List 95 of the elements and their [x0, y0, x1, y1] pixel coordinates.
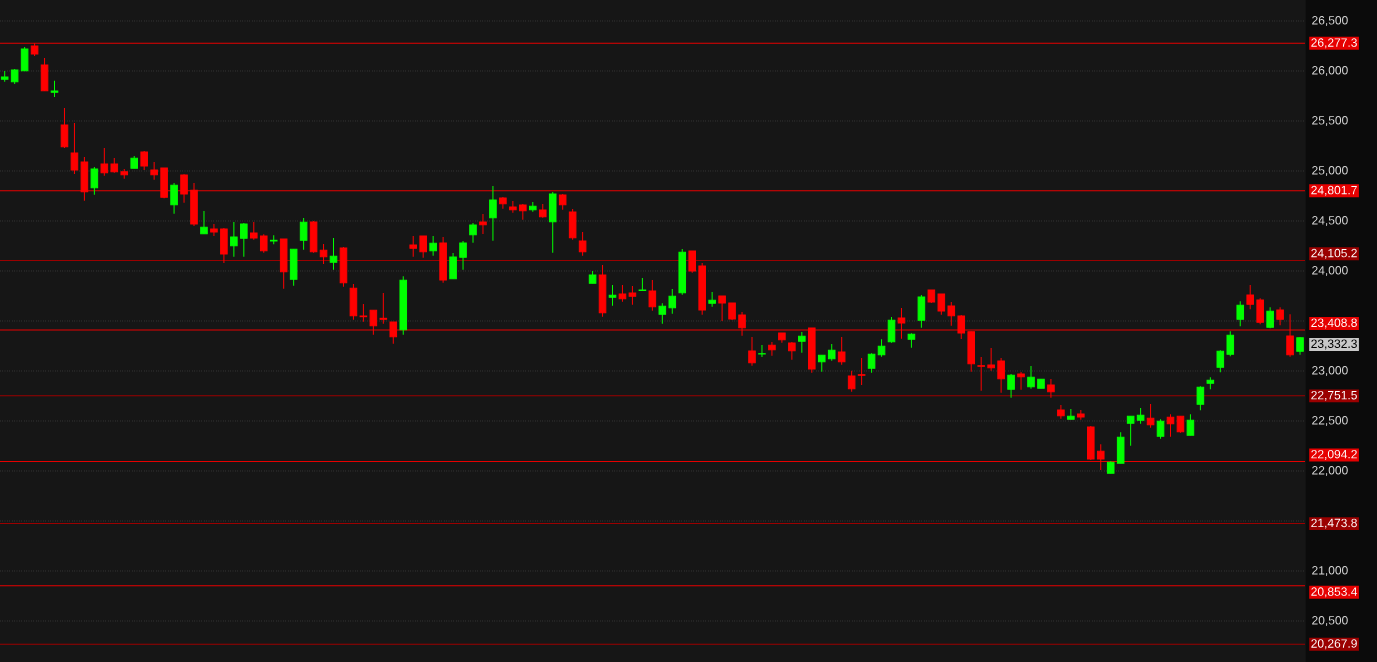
- candlestick: [509, 200, 517, 214]
- candlestick: [947, 301, 956, 327]
- ref-line-label: 22,094.2: [1311, 449, 1357, 460]
- candlestick: [240, 222, 248, 258]
- y-tick-label: 24,500: [1312, 216, 1348, 226]
- y-tick-label: 22,500: [1312, 416, 1348, 426]
- y-tick-label: 25,500: [1312, 116, 1348, 126]
- candlestick: [977, 356, 985, 392]
- candlestick: [887, 316, 896, 344]
- text: 23,332.3: [1311, 339, 1357, 350]
- candlestick: [857, 357, 866, 386]
- candlestick: [259, 233, 268, 254]
- candlestick: [1156, 418, 1165, 440]
- candlestick: [469, 222, 477, 244]
- candlestick: [1246, 284, 1254, 310]
- candlestick: [1017, 371, 1025, 391]
- candlestick: [230, 221, 238, 258]
- candlestick: [60, 107, 69, 149]
- candlestick: [299, 217, 308, 251]
- candlestick: [90, 166, 99, 196]
- candlestick: [638, 277, 647, 291]
- candlestick: [768, 341, 776, 357]
- candlestick: [578, 231, 587, 257]
- candlestick: [449, 252, 457, 280]
- candlestick: [419, 235, 427, 259]
- candlestick: [379, 292, 388, 325]
- candlestick: [409, 235, 417, 258]
- candlestick: [429, 235, 437, 257]
- ref-line-label: 20,267.9: [1311, 639, 1357, 650]
- candlestick: [658, 302, 667, 325]
- candlestick: [837, 336, 846, 366]
- candlestick: [997, 357, 1005, 394]
- candlestick: [867, 352, 876, 374]
- candlestick: [688, 250, 696, 274]
- candlestick: [748, 336, 756, 367]
- candlestick: [628, 285, 637, 306]
- y-tick-label: 25,000: [1312, 166, 1348, 176]
- y-tick-label: 26,000: [1312, 66, 1348, 76]
- candlestick: [738, 311, 746, 337]
- candlestick: [758, 344, 766, 358]
- candlestick: [788, 341, 796, 361]
- ref-line-label: 24,105.2: [1311, 248, 1357, 259]
- candlestick: [798, 331, 806, 354]
- candlestick: [459, 240, 467, 271]
- candlestick: [1186, 413, 1195, 436]
- candlestick: [150, 161, 158, 181]
- candlestick: [847, 370, 856, 393]
- candlestick: [489, 185, 497, 242]
- y-tick-label: 23,000: [1312, 366, 1348, 376]
- candlestick: [200, 210, 208, 235]
- candlestick: [1216, 349, 1225, 373]
- candlestick: [897, 307, 906, 340]
- candlestick: [479, 213, 487, 235]
- candlestick: [170, 182, 178, 215]
- ref-line-label: 21,473.8: [1311, 518, 1357, 529]
- y-tick-label: 21,000: [1312, 566, 1348, 576]
- ref-line-label: 20,853.4: [1311, 587, 1358, 598]
- candlestick: [70, 122, 79, 175]
- candlestick: [1096, 443, 1105, 471]
- candlestick: [708, 291, 716, 308]
- candlestick: [917, 294, 926, 329]
- candlestick: [1067, 408, 1075, 420]
- candlestick: [668, 288, 677, 315]
- candlestick: [210, 223, 218, 237]
- y-tick-label: 20,500: [1312, 616, 1348, 626]
- y-tick-label: 24,000: [1312, 266, 1348, 276]
- ref-line-label: 24,801.7: [1311, 185, 1357, 196]
- y-tick-label: 26,500: [1312, 16, 1348, 26]
- candlestick: [389, 321, 398, 345]
- candlestick: [1007, 373, 1015, 399]
- candlestick: [1057, 404, 1065, 420]
- candlestick: [100, 147, 109, 177]
- candlestick: [329, 237, 338, 271]
- ref-line-label: 23,408.8: [1311, 318, 1357, 329]
- candlestick: [987, 347, 995, 372]
- candlestick: [1047, 378, 1055, 399]
- candlestick: [648, 279, 657, 312]
- ref-line-label: 26,277.3: [1311, 38, 1357, 49]
- candlestick: [369, 309, 378, 336]
- candlestick: [957, 314, 966, 340]
- ref-line-label: 22,751.5: [1311, 390, 1357, 401]
- candlestick: [180, 173, 188, 204]
- candlestick: [1226, 330, 1235, 357]
- y-tick-label: 22,000: [1312, 466, 1348, 476]
- candlestick: [1196, 385, 1205, 411]
- candlestick: [608, 284, 617, 307]
- candlestick: [140, 150, 148, 171]
- candlestick: [1126, 415, 1135, 447]
- candlestick: [1146, 403, 1155, 429]
- candlestick: [1027, 365, 1035, 390]
- candlestick: [937, 293, 946, 316]
- candlestick: [1256, 297, 1264, 325]
- candlestick: [1236, 300, 1245, 327]
- candlestick: [1286, 313, 1294, 358]
- candlestick: [718, 295, 726, 322]
